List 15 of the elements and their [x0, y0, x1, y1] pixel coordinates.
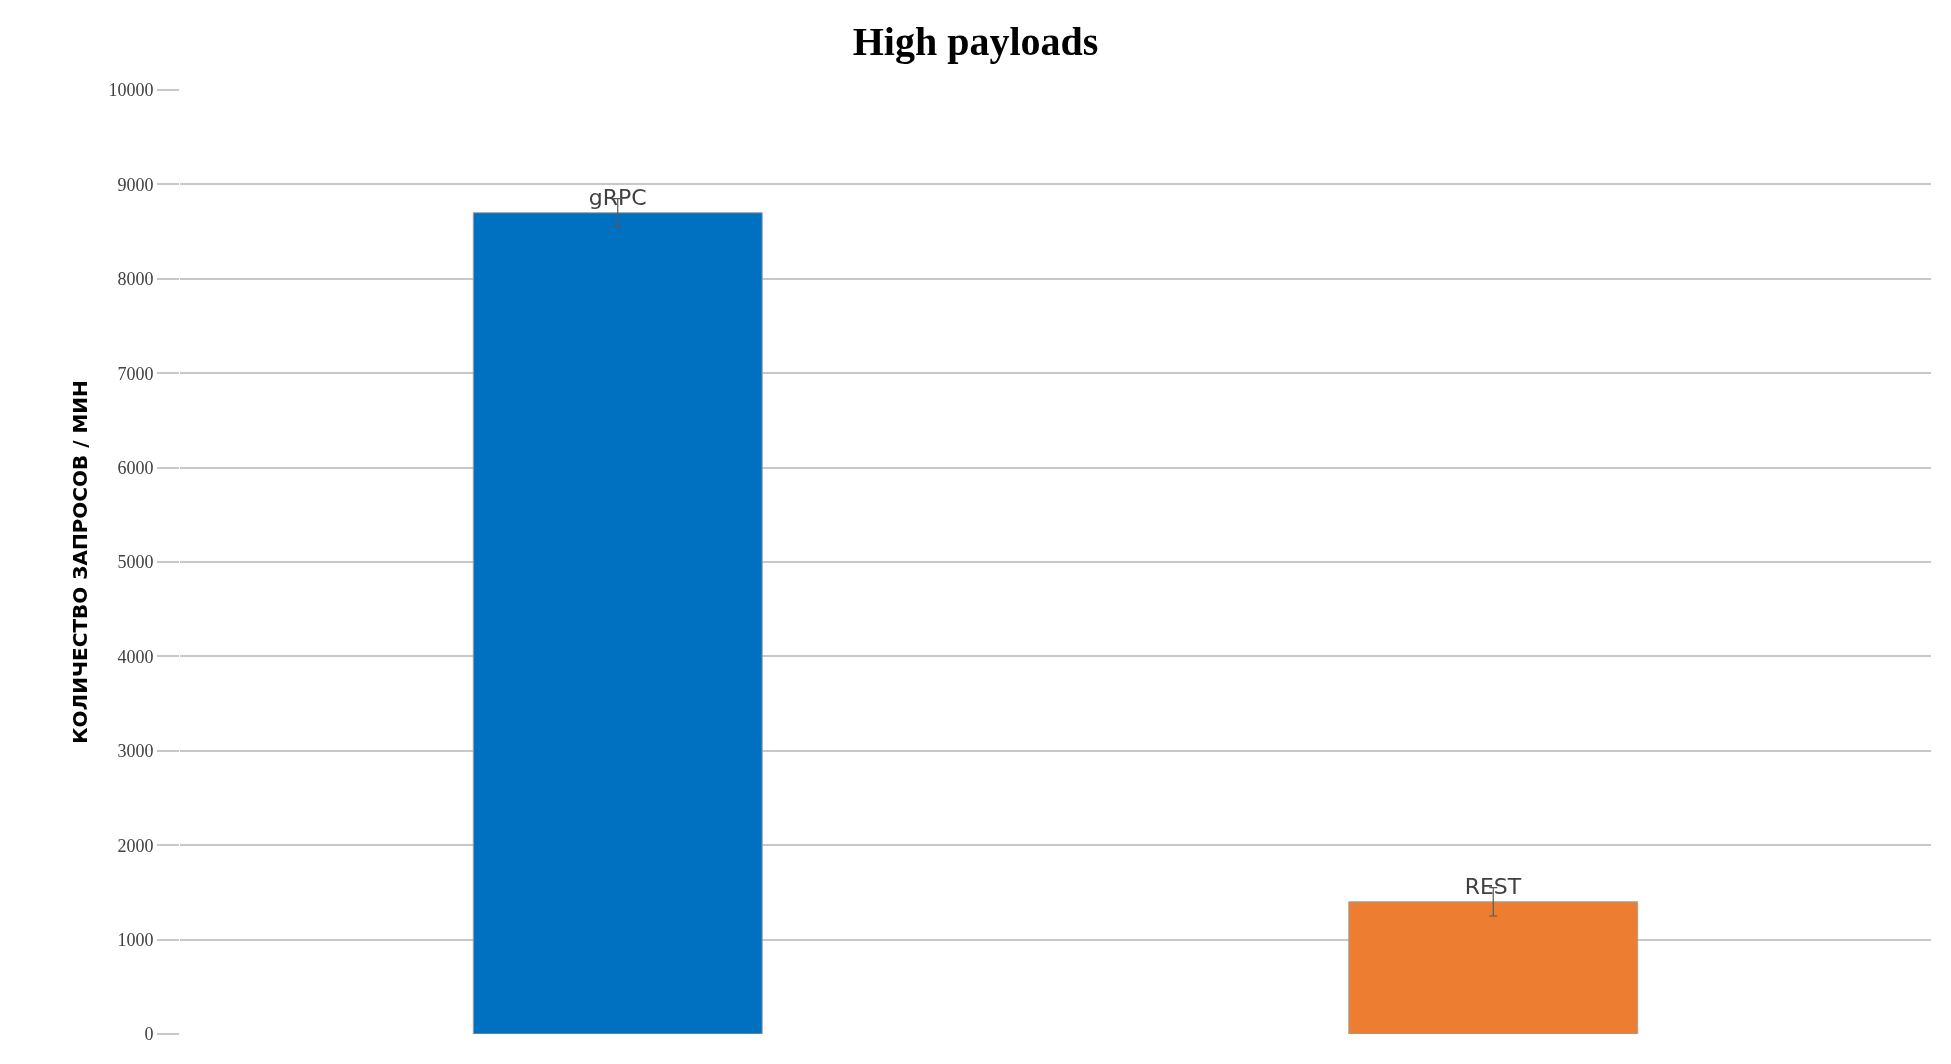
y-tick-label: 2000 — [117, 835, 154, 856]
y-tick-label: 4000 — [117, 646, 154, 667]
y-tick-label: 10000 — [108, 80, 154, 101]
x-tick-label: gRPC — [588, 184, 647, 210]
y-tick-label: 1000 — [117, 929, 154, 950]
y-axis-title: КОЛИЧЕСТВО ЗАПРОСОВ / МИН — [67, 380, 92, 744]
y-tick-label: 3000 — [117, 741, 154, 762]
y-tick-label: 6000 — [117, 457, 154, 478]
y-tick-label: 0 — [144, 1024, 154, 1045]
y-tick-label: 5000 — [117, 552, 154, 573]
y-tick-label: 8000 — [117, 269, 154, 290]
y-tick-label: 9000 — [117, 174, 154, 195]
y-tick-label: 7000 — [117, 363, 154, 384]
x-tick-label: REST — [1464, 873, 1522, 899]
chart-title: High payloads — [852, 18, 1099, 64]
